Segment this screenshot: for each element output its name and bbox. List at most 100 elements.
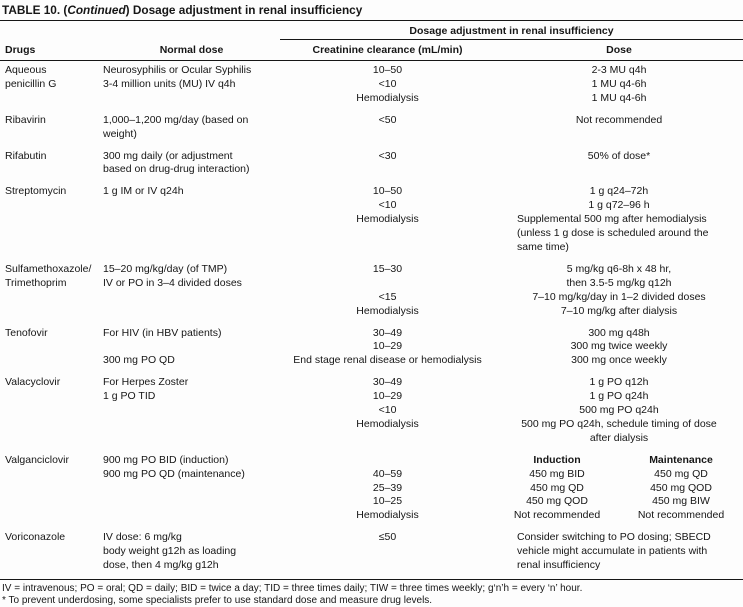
normal-dose-cell: 3-4 million units (MU) IV q4h (103, 77, 236, 90)
drug-name-cell (0, 559, 103, 573)
table-title: TABLE 10. (Continued) Dosage adjustment … (0, 0, 743, 20)
table-body: Aqueous Neurosyphilis or Ocular Syphilis 1… (0, 61, 743, 573)
column-header-creatinine: Creatinine clearance (mL/min) (312, 44, 463, 56)
table-line: Valacyclovir For Herpes Zoster 30–49 1 g PO… (0, 376, 743, 390)
footnote-abbreviations: IV = intravenous; PO = oral; QD = daily;… (2, 583, 583, 594)
normal-dose-cell (103, 432, 280, 446)
creatinine-cell: 10–50 (372, 64, 403, 76)
normal-dose-cell (103, 509, 280, 523)
column-header-normal-dose: Normal dose (159, 44, 224, 56)
normal-dose-cell (103, 340, 280, 354)
table-title-continued: Continued (67, 3, 126, 17)
dose-cell: 300 mg q48h (588, 326, 650, 339)
dose-cell: 1 g PO q12h (589, 376, 649, 389)
drug-name-cell (0, 418, 103, 432)
creatinine-cell: <50 (378, 113, 397, 126)
drug-name-cell: Voriconazole (5, 531, 66, 544)
creatinine-cell: <10 (378, 404, 397, 417)
creatinine-cell: 15–30 (372, 262, 403, 275)
normal-dose-cell (103, 213, 280, 227)
table-line: 900 mg PO QD (maintenance) 40–59 450 mg BI… (0, 468, 743, 482)
table-line: same time) (0, 241, 743, 255)
creatinine-cell (280, 227, 495, 241)
creatinine-cell: <15 (378, 290, 397, 303)
table-line: Trimethoprim IV or PO in 3–4 divided dose… (0, 277, 743, 291)
drug-name-cell (0, 92, 103, 106)
dose-cell (495, 128, 743, 142)
dose-split-cell: Induction Maintenance (495, 454, 743, 468)
dose-induction-cell: Induction (533, 453, 581, 466)
creatinine-cell (280, 277, 495, 291)
drug-name-cell: Ribavirin (5, 113, 46, 126)
normal-dose-cell: 300 mg daily (or adjustment (103, 149, 233, 162)
dose-cell: 500 mg PO q24h (579, 404, 659, 417)
table-line: Hemodialysis 7–10 mg/kg after dialysis (0, 305, 743, 319)
creatinine-cell: 10–29 (372, 340, 403, 353)
drug-row: Streptomycin 1 g IM or IV q24h 10–50 1 g q2… (0, 185, 743, 255)
creatinine-cell: 30–49 (372, 326, 403, 339)
creatinine-cell: Hemodialysis (356, 417, 419, 430)
drug-name-cell (0, 199, 103, 213)
table-line: Rifabutin 300 mg daily (or adjustment <30 5… (0, 150, 743, 164)
creatinine-cell: 25–39 (372, 481, 403, 494)
dose-cell (495, 163, 743, 177)
dose-induction-cell: Not recommended (513, 509, 601, 522)
table-line: 300 mg PO QD End stage renal disease or h… (0, 354, 743, 368)
normal-dose-cell: 1,000–1,200 mg/day (based on (103, 113, 249, 126)
column-header-dose: Dose (606, 44, 632, 56)
table-line: <10 1 g q72–96 h (0, 199, 743, 213)
drug-row: Tenofovir For HIV (in HBV patients) 30–49 3… (0, 327, 743, 369)
dose-cell: then 3.5-5 mg/kg q12h (566, 276, 672, 289)
creatinine-cell (280, 241, 495, 255)
footer-rule (0, 579, 743, 580)
drug-name-cell (0, 482, 103, 496)
table-line: after dialysis (0, 432, 743, 446)
creatinine-cell: End stage renal disease or hemodialysis (293, 354, 482, 367)
table-line: Voriconazole IV dose: 6 mg/kg ≤50 Consider … (0, 531, 743, 545)
dose-induction-cell: 450 mg QD (530, 481, 584, 494)
table-title-prefix: TABLE 10. ( (2, 3, 68, 17)
dose-cell: Consider switching to PO dosing; SBECD (517, 531, 711, 544)
dose-cell: (unless 1 g dose is scheduled around the (517, 227, 709, 240)
dose-induction-cell: 450 mg BID (529, 467, 585, 480)
drug-name-cell (0, 291, 103, 305)
table-line: <15 7–10 mg/kg/day in 1–2 divided doses (0, 291, 743, 305)
drug-name-cell: Rifabutin (5, 149, 47, 162)
drug-name-cell (0, 241, 103, 255)
dose-cell: 500 mg PO q24h, schedule timing of dose (521, 417, 717, 430)
creatinine-cell: <10 (378, 199, 397, 212)
creatinine-cell: Hemodialysis (356, 91, 419, 104)
dose-cell: 7–10 mg/kg/day in 1–2 divided doses (532, 290, 706, 303)
footnote-asterisk: * To prevent underdosing, some specialis… (2, 595, 433, 607)
drug-name-cell: Sulfamethoxazole/ (5, 262, 92, 275)
table-line: Tenofovir For HIV (in HBV patients) 30–49 3… (0, 327, 743, 341)
table-line: weight) (0, 128, 743, 142)
drug-name-cell (0, 495, 103, 509)
column-header-drugs: Drugs (5, 44, 36, 56)
normal-dose-cell: body weight g12h as loading (103, 545, 237, 558)
normal-dose-cell: IV or PO in 3–4 divided doses (103, 276, 242, 289)
normal-dose-cell: based on drug-drug interaction) (103, 163, 250, 176)
drug-name-cell: Streptomycin (5, 185, 67, 198)
title-rule (0, 20, 743, 21)
drug-row: Ribavirin 1,000–1,200 mg/day (based on <50… (0, 114, 743, 142)
table-line: 10–29 300 mg twice weekly (0, 340, 743, 354)
normal-dose-cell: IV dose: 6 mg/kg (103, 531, 182, 544)
dose-cell: 7–10 mg/kg after dialysis (560, 304, 678, 317)
dose-cell: Supplemental 500 mg after hemodialysis (517, 213, 707, 226)
dose-maintenance-cell: 450 mg BIW (652, 495, 710, 508)
drug-name-cell (0, 545, 103, 559)
creatinine-cell: <10 (378, 77, 397, 90)
normal-dose-cell (103, 495, 280, 509)
table-title-rest: ) Dosage adjustment in renal insufficien… (125, 3, 363, 17)
table-line: (unless 1 g dose is scheduled around the (0, 227, 743, 241)
dose-cell: vehicle might accumulate in patients wit… (517, 545, 708, 558)
normal-dose-cell: 300 mg PO QD (103, 354, 175, 367)
creatinine-cell (280, 559, 495, 573)
drug-name-cell: Tenofovir (5, 326, 48, 339)
normal-dose-cell: 900 mg PO BID (induction) (103, 453, 229, 466)
normal-dose-cell (103, 227, 280, 241)
dose-cell: 1 g q72–96 h (588, 199, 650, 212)
drug-name-cell: Valacyclovir (5, 376, 61, 389)
